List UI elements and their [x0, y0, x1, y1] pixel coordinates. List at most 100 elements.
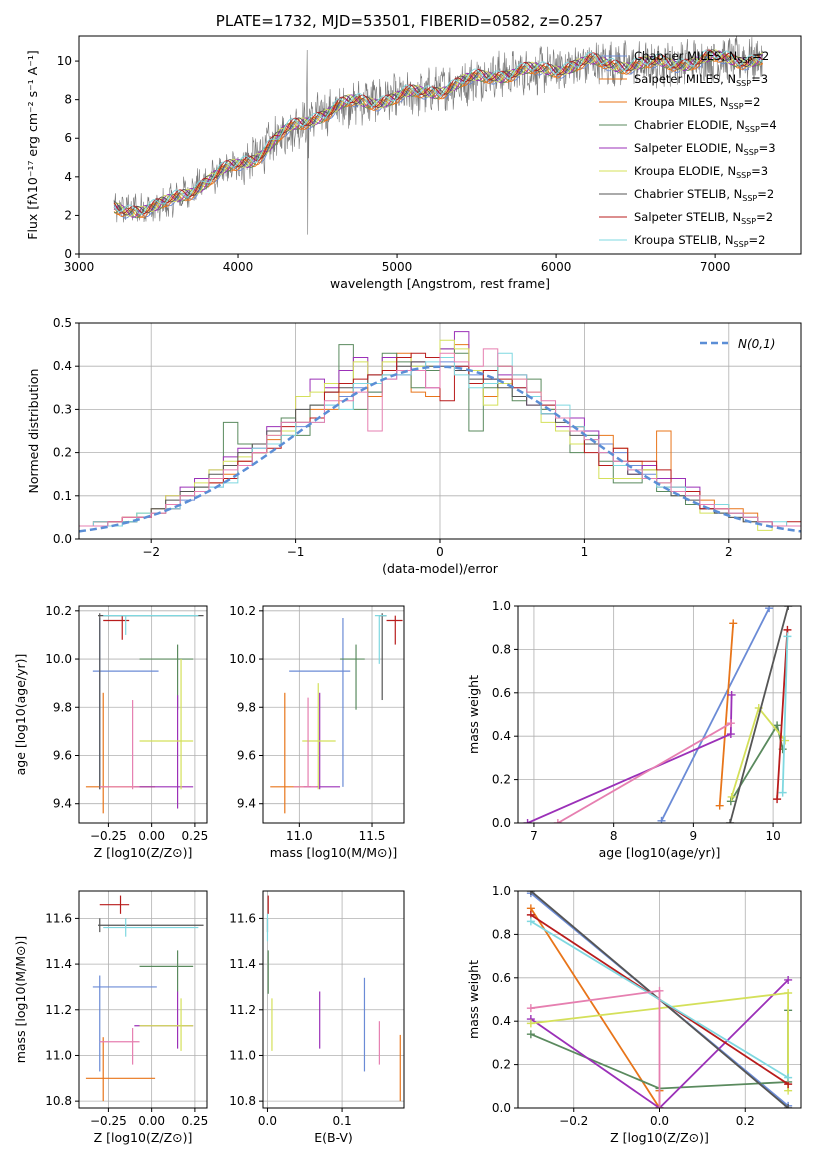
- y-tick-label: 11.2: [45, 1003, 72, 1017]
- plot-area: [79, 331, 801, 539]
- y-tick-label: 0.4: [492, 729, 511, 743]
- plus-marker: [778, 788, 787, 797]
- x-axis-label: (data-model)/error: [382, 561, 499, 576]
- y-tick-label: 9.8: [237, 700, 256, 714]
- y-tick-label: 0.2: [492, 773, 511, 787]
- y-tick-label: 10.0: [229, 652, 256, 666]
- y-tick-label: 4: [64, 170, 72, 184]
- plot-area: [85, 613, 204, 814]
- axes-frame: [517, 605, 802, 824]
- histogram-steps: [79, 348, 801, 539]
- x-tick-label: 0.1: [333, 1114, 352, 1128]
- y-tick-label: 0.1: [53, 489, 72, 503]
- plus-marker: [726, 819, 735, 823]
- y-tick-label: 0.2: [53, 446, 72, 460]
- y-tick-label: 11.0: [45, 1048, 72, 1062]
- y-tick-label: 10.8: [229, 1094, 256, 1108]
- y-axis-label: mass weight: [466, 960, 481, 1039]
- y-tick-label: 9.6: [237, 748, 256, 762]
- x-tick-label: 4000: [223, 260, 254, 274]
- legend-label: Chabrier STELIB, NSSP=2: [634, 187, 774, 203]
- x-tick-label: −0.2: [559, 1114, 588, 1128]
- y-tick-label: 11.4: [229, 957, 256, 971]
- axes-frame: [78, 605, 208, 824]
- x-tick-label: 0.25: [182, 829, 209, 843]
- y-tick-label: 0.8: [492, 642, 511, 656]
- x-axis-label: Z [log10(Z/Z⊙)]: [94, 1130, 193, 1145]
- y-axis-label: Flux [fλ10⁻¹⁷ erg cm⁻² s⁻¹ A⁻¹]: [25, 50, 40, 239]
- plus-marker: [784, 606, 793, 610]
- y-tick-label: 0.0: [492, 816, 511, 830]
- x-tick-label: 0.2: [736, 1114, 755, 1128]
- x-axis-label: wavelength [Angstrom, rest frame]: [330, 276, 550, 291]
- axes-frame: [262, 605, 405, 824]
- legend-label: Chabrier MILES, NSSP=2: [634, 49, 769, 65]
- x-tick-label: −0.25: [90, 829, 127, 843]
- y-tick-label: 11.6: [229, 911, 256, 925]
- plus-marker: [655, 986, 664, 995]
- x-axis-label: age [log10(age/yr)]: [599, 845, 721, 860]
- plus-marker: [726, 730, 735, 739]
- y-tick-label: 9.8: [53, 700, 72, 714]
- y-tick-label: 0.2: [492, 1058, 511, 1072]
- x-tick-label: 10: [765, 829, 780, 843]
- axes-age-vs-z: −0.25 0.00 0.25 9.4 9.6 9.8 10.0 10.2 Z [log10(Z…: [13, 604, 208, 860]
- x-tick-label: 3000: [64, 260, 95, 274]
- model-line: [113, 49, 764, 215]
- plus-marker: [727, 792, 736, 801]
- weight-line: [557, 722, 732, 823]
- x-tick-label: 2: [725, 545, 733, 559]
- x-axis-label: mass [log10(M/M⊙)]: [270, 845, 398, 860]
- y-axis-label: Normed distribution: [26, 369, 41, 494]
- y-tick-label: 0.4: [492, 1014, 511, 1028]
- x-axis-label: Z [log10(Z/Z⊙)]: [610, 1130, 709, 1145]
- plus-marker: [726, 719, 735, 728]
- x-tick-label: 0.00: [138, 829, 165, 843]
- plus-marker: [773, 795, 782, 804]
- weight-line: [729, 606, 790, 823]
- x-tick-label: 5000: [382, 260, 413, 274]
- y-tick-label: 9.4: [53, 797, 72, 811]
- y-tick-label: 0.6: [492, 971, 511, 985]
- model-line: [113, 53, 764, 219]
- y-tick-label: 11.6: [45, 911, 72, 925]
- axes-mass-vs-ebv: 0.0 0.1 10.8 11.0 11.2 11.4 11.6 E(B-V): [229, 890, 405, 1145]
- y-tick-label: 11.4: [45, 957, 72, 971]
- plus-marker: [783, 632, 792, 641]
- y-tick-label: 2: [64, 208, 72, 222]
- y-tick-label: 10.2: [229, 604, 256, 618]
- x-tick-label: 7: [530, 829, 538, 843]
- x-tick-label: 0.00: [138, 1114, 165, 1128]
- plus-marker: [727, 690, 736, 699]
- weight-line: [776, 629, 789, 800]
- x-tick-label: 11.5: [359, 829, 386, 843]
- plus-marker: [784, 1104, 793, 1108]
- y-tick-label: 0.5: [53, 316, 72, 330]
- x-tick-label: 11.0: [286, 829, 313, 843]
- x-tick-label: 0.25: [182, 1114, 209, 1128]
- x-axis-label: E(B-V): [314, 1130, 353, 1145]
- x-tick-label: −2: [142, 545, 160, 559]
- normal-curve: [79, 365, 801, 533]
- x-tick-label: 7000: [700, 260, 731, 274]
- y-tick-label: 0.8: [492, 927, 511, 941]
- axes-weight-vs-z: −0.2 0.0 0.2 0.0 0.2 0.4 0.6 0.8 1.0 Z [log10(Z/Z…: [466, 884, 802, 1145]
- plus-marker: [526, 891, 535, 895]
- plot-area: [266, 895, 401, 1102]
- spectrum-data-line: [113, 36, 764, 235]
- y-tick-label: 11.0: [229, 1048, 256, 1062]
- weight-line: [781, 636, 789, 793]
- plus-marker: [526, 917, 535, 926]
- y-tick-label: 1.0: [492, 599, 511, 613]
- y-tick-label: 9.4: [237, 797, 256, 811]
- weight-line: [718, 623, 735, 806]
- plus-marker: [784, 975, 793, 984]
- y-tick-label: 0: [64, 247, 72, 261]
- plus-marker: [526, 1019, 535, 1028]
- plus-marker: [726, 797, 735, 806]
- x-tick-label: 0.0: [258, 1114, 277, 1128]
- y-tick-label: 6: [64, 131, 72, 145]
- plus-marker: [553, 819, 562, 823]
- legend-label: Kroupa STELIB, NSSP=2: [634, 233, 765, 249]
